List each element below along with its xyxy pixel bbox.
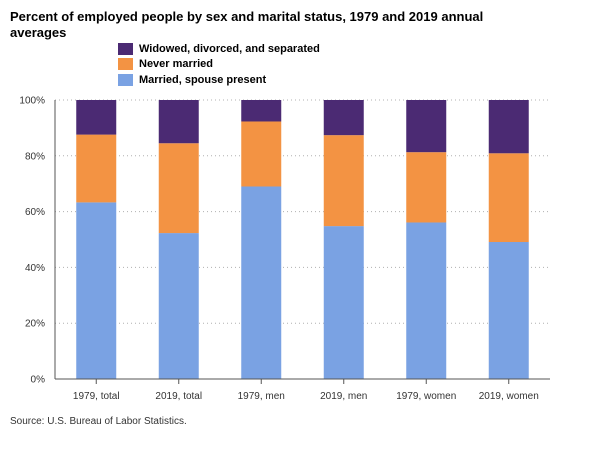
bar-segment-3-0 [323,226,364,379]
bar-segment-0-1 [76,134,117,203]
x-tick-label-3: 2019, men [320,391,367,402]
bar-segment-4-2 [406,100,447,153]
x-tick-label-0: 1979, total [73,391,120,402]
x-tick-label-2: 1979, men [238,391,285,402]
legend-swatch-never-married [118,58,133,70]
bar-segment-1-1 [158,143,199,234]
bar-segment-5-0 [488,242,529,379]
legend-label-widowed-divorced-separated: Widowed, divorced, and separated [139,42,320,55]
legend-item-never-married: Never married [118,57,320,72]
bar-segment-2-1 [241,121,282,187]
bar-segment-3-2 [323,100,364,136]
y-tick-label-5: 100% [19,96,45,107]
y-tick-label-2: 40% [25,263,45,274]
x-tick-label-5: 2019, women [479,391,539,402]
legend-label-never-married: Never married [139,58,213,70]
y-tick-label-3: 60% [25,207,45,218]
legend-swatch-widowed-divorced-separated [118,42,133,55]
legend-item-widowed-divorced-separated: Widowed, divorced, and separated [118,41,320,56]
x-tick-label-4: 1979, women [396,391,456,402]
y-tick-label-4: 80% [25,151,45,162]
legend-label-married-spouse-present: Married, spouse present [139,73,267,86]
source-note: Source: U.S. Bureau of Labor Statistics. [10,416,187,427]
chart-title: Percent of employed people by sex and ma… [10,9,484,40]
bar-segment-0-2 [76,100,117,135]
y-tick-label-1: 20% [25,319,45,330]
bar-segment-2-2 [241,100,282,122]
legend-item-married-spouse-present: Married, spouse present [118,72,320,87]
chart-legend: Widowed, divorced, and separated Never m… [118,41,320,88]
bar-segment-5-2 [488,100,529,154]
bar-segment-5-1 [488,153,529,243]
bar-segment-2-0 [241,186,282,379]
x-tick-label-1: 2019, total [155,391,202,402]
bar-segment-4-1 [406,152,447,223]
bar-segment-3-1 [323,135,364,227]
y-tick-label-0: 0% [31,375,46,386]
bar-segment-1-0 [158,233,199,379]
legend-swatch-married-spouse-present [118,73,133,86]
bar-segment-4-0 [406,222,447,379]
bar-segment-0-0 [76,202,117,379]
bar-segment-1-2 [158,100,199,144]
